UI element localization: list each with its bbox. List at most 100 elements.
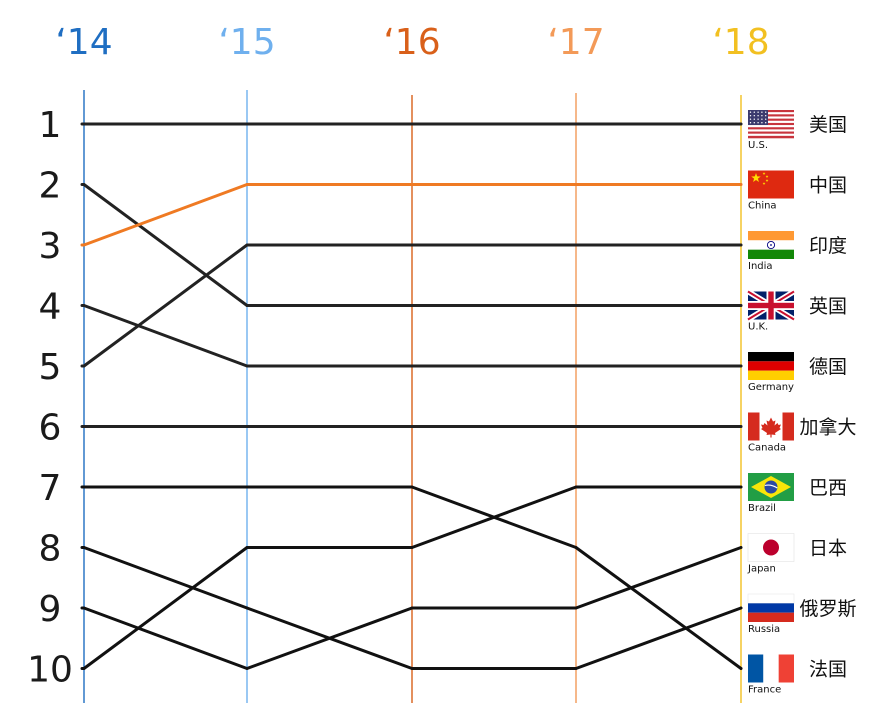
point-india	[245, 243, 249, 247]
country-label: 日本	[809, 538, 847, 560]
point-japan	[574, 606, 578, 610]
point-japan	[739, 546, 743, 549]
point-us	[410, 122, 414, 126]
india-flag	[748, 231, 794, 259]
country-label: 美国	[809, 114, 847, 136]
year-label: ‘14	[55, 22, 112, 63]
flag-caption: U.S.	[748, 140, 768, 151]
point-russia	[739, 606, 743, 610]
rank-labels: 1 2 3 4 5 6 7 8 9 10	[27, 105, 73, 691]
flag-caption: India	[748, 261, 773, 272]
flag-caption: Germany	[748, 382, 794, 393]
point-india	[739, 243, 743, 247]
japan-flag	[747, 533, 795, 562]
point-uk	[82, 183, 86, 186]
point-germany	[574, 364, 578, 368]
country-label: 中国	[809, 175, 847, 197]
brazil-flag	[748, 473, 794, 501]
china-flag	[748, 170, 794, 199]
point-canada	[574, 425, 578, 428]
point-france	[574, 546, 578, 549]
point-brazil	[245, 546, 249, 549]
rank-label: 8	[39, 529, 62, 570]
point-russia	[245, 606, 249, 610]
point-france	[245, 485, 249, 489]
flag-caption: U.K.	[748, 322, 768, 333]
flags: U.S. 美国 China 中国 India 印度 U.K. 英国 Germany 德国 Canad…	[746, 110, 857, 696]
point-canada	[739, 425, 743, 428]
point-india	[574, 243, 578, 247]
point-india	[82, 364, 86, 368]
point-uk	[410, 304, 414, 307]
point-brazil	[82, 667, 86, 670]
point-brazil	[574, 485, 578, 489]
point-canada	[410, 425, 414, 428]
point-france	[739, 667, 743, 670]
country-label: 巴西	[809, 477, 847, 499]
point-brazil	[739, 485, 743, 489]
russia-flag	[747, 593, 795, 622]
year-guides	[83, 90, 742, 703]
flag-caption: China	[748, 201, 777, 212]
country-label: 加拿大	[799, 416, 856, 439]
country-label: 印度	[809, 235, 847, 257]
point-uk	[245, 304, 249, 307]
point-china	[739, 183, 743, 186]
uk-flag	[746, 289, 796, 322]
rank-label: 4	[39, 287, 62, 328]
country-label: 俄罗斯	[799, 598, 856, 620]
year-label: ‘17	[547, 22, 604, 63]
flag-caption: Japan	[747, 564, 776, 575]
point-canada	[245, 425, 249, 428]
year-labels: ‘14 ‘15 ‘16 ‘17 ‘18	[55, 22, 769, 63]
rank-label: 9	[39, 589, 62, 630]
rank-label: 3	[39, 226, 62, 267]
point-us	[739, 122, 743, 126]
rank-label: 6	[39, 408, 62, 449]
point-us	[82, 122, 86, 126]
france-flag	[748, 654, 794, 683]
rank-label: 1	[39, 105, 62, 146]
point-russia	[82, 546, 86, 549]
point-china	[574, 183, 578, 186]
point-uk	[739, 304, 743, 307]
country-label: 法国	[809, 659, 847, 681]
rank-label: 5	[39, 347, 62, 388]
point-uk	[574, 304, 578, 307]
point-japan	[82, 606, 86, 610]
canada-flag	[748, 412, 794, 441]
point-germany	[82, 304, 86, 307]
germany-flag	[748, 352, 794, 380]
country-label: 德国	[809, 356, 847, 378]
point-france	[410, 485, 414, 489]
point-canada	[82, 425, 86, 428]
us-flag	[748, 110, 794, 139]
flag-caption: Russia	[748, 624, 780, 635]
point-brazil	[410, 546, 414, 549]
year-label: ‘16	[383, 22, 440, 63]
point-germany	[739, 364, 743, 368]
point-russia	[574, 667, 578, 670]
rank-label: 7	[39, 468, 62, 509]
point-india	[410, 243, 414, 247]
series-lines	[80, 122, 743, 670]
point-russia	[410, 667, 414, 670]
country-label: 英国	[809, 296, 847, 318]
flag-caption: France	[748, 685, 781, 696]
rank-label: 2	[39, 166, 62, 207]
point-germany	[245, 364, 249, 368]
point-france	[82, 485, 86, 489]
point-china	[410, 183, 414, 186]
point-japan	[245, 667, 249, 670]
point-japan	[410, 606, 414, 610]
point-us	[245, 122, 249, 126]
point-china	[245, 183, 249, 186]
point-us	[574, 122, 578, 126]
rank-label: 10	[27, 650, 73, 691]
point-germany	[410, 364, 414, 368]
year-label: ‘18	[712, 22, 769, 63]
flag-caption: Brazil	[748, 503, 776, 514]
flag-caption: Canada	[748, 443, 786, 454]
point-china	[82, 243, 86, 247]
